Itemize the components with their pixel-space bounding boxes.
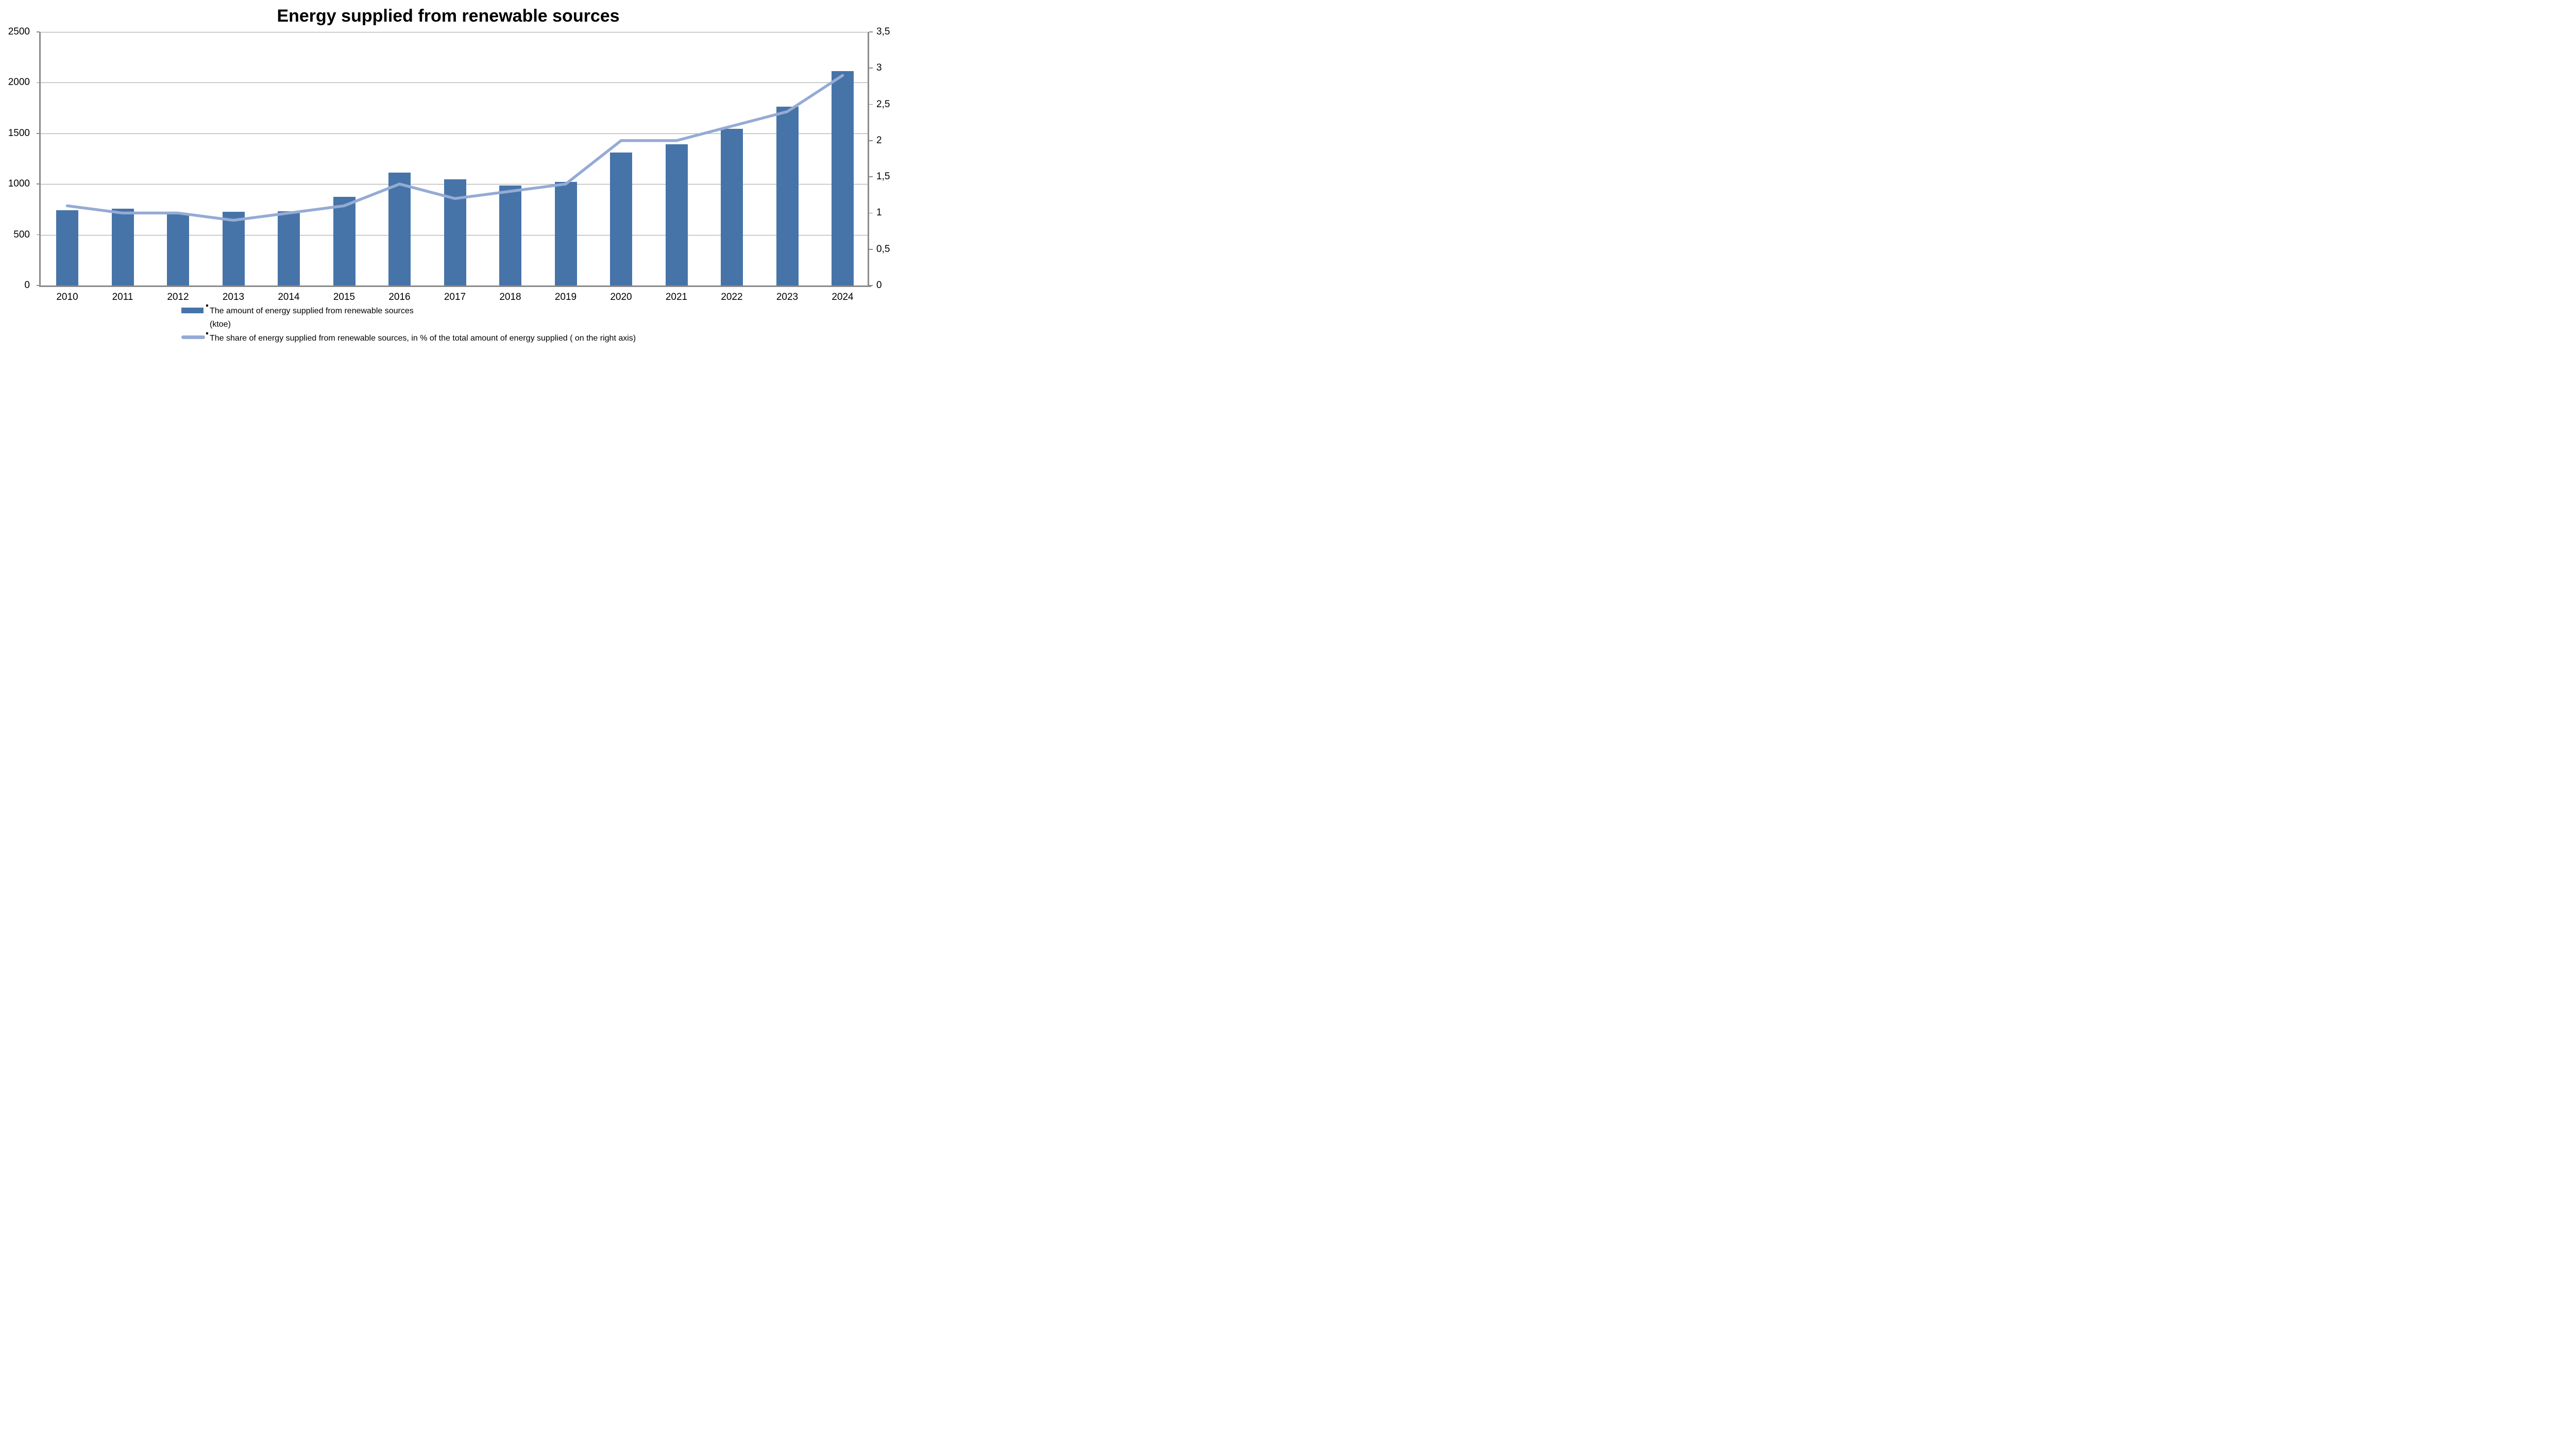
x-axis-label-2015: 2015: [333, 292, 355, 302]
right-axis-tick: [869, 248, 873, 250]
right-axis-tick: [869, 31, 873, 32]
left-axis-label-500: 500: [13, 229, 30, 240]
legend-square-marker-icon: [206, 305, 208, 307]
gridline-1500: [40, 133, 868, 134]
right-axis-label-1,5: 1,5: [876, 171, 890, 182]
x-axis-label-2013: 2013: [222, 292, 245, 302]
right-axis-line: [868, 32, 869, 286]
x-axis-label-2016: 2016: [388, 292, 411, 302]
legend-label-ktoe: (ktoe): [210, 320, 231, 329]
left-axis-label-1500: 1500: [8, 127, 30, 139]
bar-2010: [56, 210, 78, 285]
bar-2024: [832, 71, 854, 285]
bar-2023: [776, 106, 799, 285]
legend-square-marker-icon: [206, 332, 208, 334]
right-axis-label-1: 1: [876, 207, 882, 218]
share-line-series: [65, 74, 844, 222]
left-axis-label-1000: 1000: [8, 178, 30, 190]
right-axis-tick: [869, 104, 873, 105]
bar-2014: [278, 211, 300, 285]
right-axis-label-3,5: 3,5: [876, 26, 890, 37]
bar-2015: [333, 196, 355, 285]
left-axis-tick: [37, 234, 40, 235]
right-axis-label-2: 2: [876, 134, 882, 146]
bar-2011: [111, 209, 134, 285]
chart-title: Energy supplied from renewable sources: [277, 6, 620, 26]
right-axis-label-0,5: 0,5: [876, 243, 890, 255]
bar-2020: [610, 153, 632, 285]
bar-2012: [167, 214, 189, 285]
x-axis-label-2010: 2010: [56, 292, 78, 302]
gridline-2000: [40, 82, 868, 83]
legend-bar-swatch: [181, 308, 204, 313]
left-axis-tick: [37, 133, 40, 134]
left-axis-label-0: 0: [24, 280, 30, 291]
chart-root: Energy supplied from renewable sources 0…: [0, 0, 896, 359]
legend-label-amount: The amount of energy supplied from renew…: [210, 307, 414, 315]
bar-2016: [388, 172, 411, 285]
left-axis-tick: [37, 183, 40, 184]
right-axis-tick: [869, 68, 873, 69]
bar-2018: [499, 185, 521, 285]
left-axis-tick: [37, 285, 40, 286]
legend-label-share: The share of energy supplied from renewa…: [210, 334, 636, 343]
right-axis-label-0: 0: [876, 280, 882, 291]
x-axis-label-2024: 2024: [832, 292, 854, 302]
x-axis-label-2023: 2023: [776, 292, 799, 302]
left-axis-label-2000: 2000: [8, 77, 30, 88]
right-axis-tick: [869, 212, 873, 214]
x-axis-label-2021: 2021: [665, 292, 688, 302]
bar-2013: [222, 212, 245, 285]
left-axis-line: [39, 32, 41, 286]
bar-2019: [554, 182, 577, 285]
right-axis-tick: [869, 140, 873, 141]
bar-2021: [665, 144, 688, 285]
x-axis-label-2022: 2022: [721, 292, 743, 302]
left-axis-tick: [37, 82, 40, 83]
x-axis-label-2011: 2011: [112, 292, 133, 302]
right-axis-tick: [869, 176, 873, 178]
left-axis-tick: [37, 31, 40, 32]
left-axis-label-2500: 2500: [8, 26, 30, 37]
x-axis-label-2017: 2017: [444, 292, 466, 302]
right-axis-tick: [869, 285, 873, 286]
right-axis-label-3: 3: [876, 62, 882, 74]
x-axis-label-2018: 2018: [499, 292, 521, 302]
right-axis-label-2,5: 2,5: [876, 98, 890, 110]
x-axis-label-2014: 2014: [278, 292, 300, 302]
bar-2022: [721, 128, 743, 285]
x-axis-line: [39, 285, 871, 287]
x-axis-label-2012: 2012: [167, 292, 189, 302]
legend-line-swatch: [181, 335, 205, 339]
x-axis-label-2019: 2019: [554, 292, 577, 302]
share-line: [65, 74, 844, 222]
x-axis-label-2020: 2020: [610, 292, 632, 302]
